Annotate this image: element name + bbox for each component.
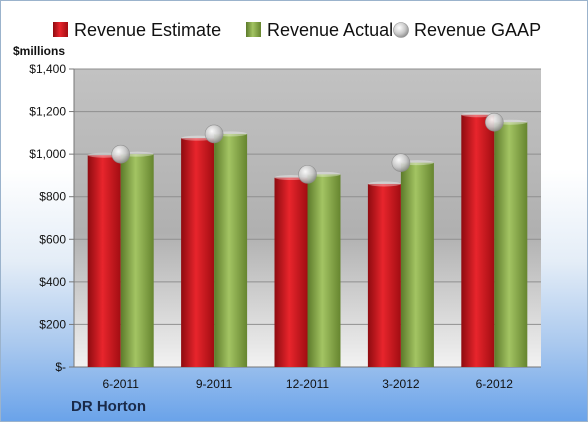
legend-label: Revenue Estimate: [74, 20, 221, 40]
y-axis-ticks: $- $200 $400 $600 $800 $1,000 $1,200 $1,400: [29, 62, 66, 374]
revenue-actual-bar: [494, 119, 528, 367]
x-axis-ticks: 6-2011 9-2011 12-2011 3-2012 6-2012: [102, 377, 513, 391]
revenue-actual-bar: [120, 151, 154, 367]
y-tick-label: $800: [39, 190, 66, 204]
legend-item-revenue-gaap: Revenue GAAP: [393, 20, 541, 40]
x-tick-label: 12-2011: [286, 377, 329, 391]
legend-item-revenue-actual: Revenue Actual: [246, 20, 393, 40]
revenue-estimate-bar: [181, 135, 215, 367]
y-tick-label: $1,000: [29, 147, 66, 161]
revenue-estimate-bar: [367, 181, 401, 367]
revenue-actual-bar: [214, 131, 248, 367]
legend-label: Revenue GAAP: [414, 20, 541, 40]
company-name: DR Horton: [71, 398, 146, 415]
gaap-markers: [111, 112, 504, 184]
revenue-gaap-marker: [204, 124, 224, 144]
y-tick-label: $600: [39, 232, 66, 246]
legend-swatch: [393, 22, 409, 38]
bars: [87, 112, 528, 367]
y-tick-label: $1,200: [29, 105, 66, 119]
x-tick-label: 6-2011: [102, 377, 139, 391]
legend: Revenue Estimate Revenue Actual Revenue GA…: [53, 20, 541, 40]
revenue-gaap-marker: [391, 153, 411, 172]
revenue-actual-bar: [307, 171, 341, 367]
y-tick-label: $1,400: [29, 62, 66, 76]
revenue-gaap-marker: [484, 112, 504, 132]
revenue-estimate-bar: [87, 152, 121, 367]
y-tick-label: $200: [39, 317, 66, 331]
x-tick-label: 9-2011: [196, 377, 233, 391]
y-tick-label: $-: [55, 360, 66, 374]
y-axis-unit-label: $millions: [13, 44, 65, 58]
revenue-actual-bar: [400, 160, 434, 367]
legend-label: Revenue Actual: [267, 20, 393, 40]
legend-item-revenue-estimate: Revenue Estimate: [53, 20, 221, 40]
revenue-gaap-marker: [111, 144, 130, 164]
x-tick-label: 6-2012: [476, 377, 514, 391]
revenue-gaap-marker: [298, 165, 317, 184]
y-tick-label: $400: [39, 275, 66, 289]
legend-swatch: [53, 22, 68, 37]
x-tick-label: 3-2012: [382, 377, 420, 391]
legend-swatch: [246, 22, 261, 37]
revenue-estimate-bar: [461, 112, 495, 367]
revenue-estimate-bar: [274, 175, 308, 367]
